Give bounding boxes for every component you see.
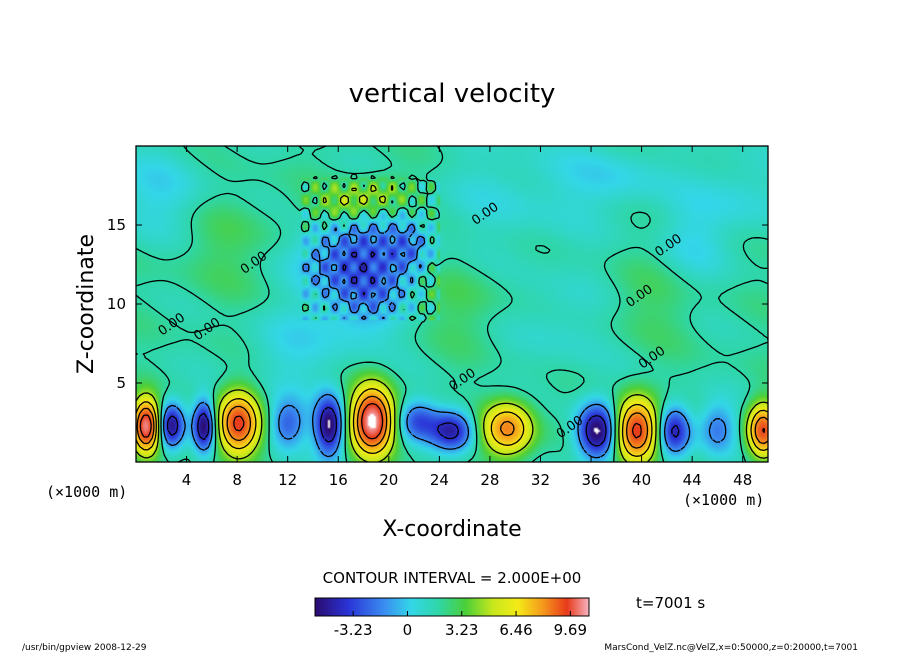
chart-title: vertical velocity <box>349 79 556 109</box>
y-tick-label: 10 <box>107 295 126 313</box>
contour-level <box>136 184 768 462</box>
x-tick-label: 28 <box>480 471 499 489</box>
time-label: t=7001 s <box>636 594 705 612</box>
x-tick-label: 16 <box>329 471 348 489</box>
contour-level <box>139 402 766 440</box>
x-tick-label: 36 <box>581 471 600 489</box>
x-tick-label: 44 <box>683 471 702 489</box>
colorbar-tick-label: 6.46 <box>499 621 532 639</box>
contour-interval: CONTOUR INTERVAL = 2.000E+00 <box>323 569 582 587</box>
footer-left: /usr/bin/gpview 2008-12-29 <box>22 643 147 653</box>
x-unit-left: (×1000 m) <box>46 483 127 501</box>
x-axis-label: X-coordinate <box>382 517 521 542</box>
colorbar-tick-label: 0 <box>403 621 413 639</box>
colorbar-tick-label: -3.23 <box>334 621 373 639</box>
colorbar-gradient <box>314 597 590 617</box>
x-unit-right: (×1000 m) <box>683 491 764 509</box>
contour-level <box>136 395 768 449</box>
contour-level <box>166 251 680 447</box>
x-tick-label: 32 <box>531 471 550 489</box>
x-axis: 4 8 12 16 20 24 28 32 36 40 44 48 <box>182 146 752 489</box>
x-tick-label: 24 <box>430 471 449 489</box>
colorbar: -3.23 0 3.23 6.46 9.69 <box>314 597 590 639</box>
y-axis-label: Z-coordinate <box>74 234 99 374</box>
x-tick-label: 12 <box>278 471 297 489</box>
x-tick-label: 48 <box>733 471 752 489</box>
colorbar-tick-label: 3.23 <box>445 621 478 639</box>
colorbar-ticks: -3.23 0 3.23 6.46 9.69 <box>334 611 587 639</box>
plot-area: 0.000.00 0.000.000.000.000.000.000.00 <box>136 146 768 462</box>
contour-level <box>136 388 768 457</box>
x-tick-label: 4 <box>182 471 192 489</box>
x-tick-label: 20 <box>379 471 398 489</box>
x-tick-label: 40 <box>632 471 651 489</box>
x-tick-label: 8 <box>232 471 242 489</box>
contour-level <box>163 222 727 459</box>
colorbar-tick-label: 9.69 <box>554 621 587 639</box>
y-axis: 5 10 15 <box>107 216 768 392</box>
y-tick-label: 5 <box>116 374 126 392</box>
footer-right: MarsCond_VelZ.nc@VelZ,x=0:50000,z=0:2000… <box>604 643 858 653</box>
y-tick-label: 15 <box>107 216 126 234</box>
contour-lines <box>136 146 768 462</box>
